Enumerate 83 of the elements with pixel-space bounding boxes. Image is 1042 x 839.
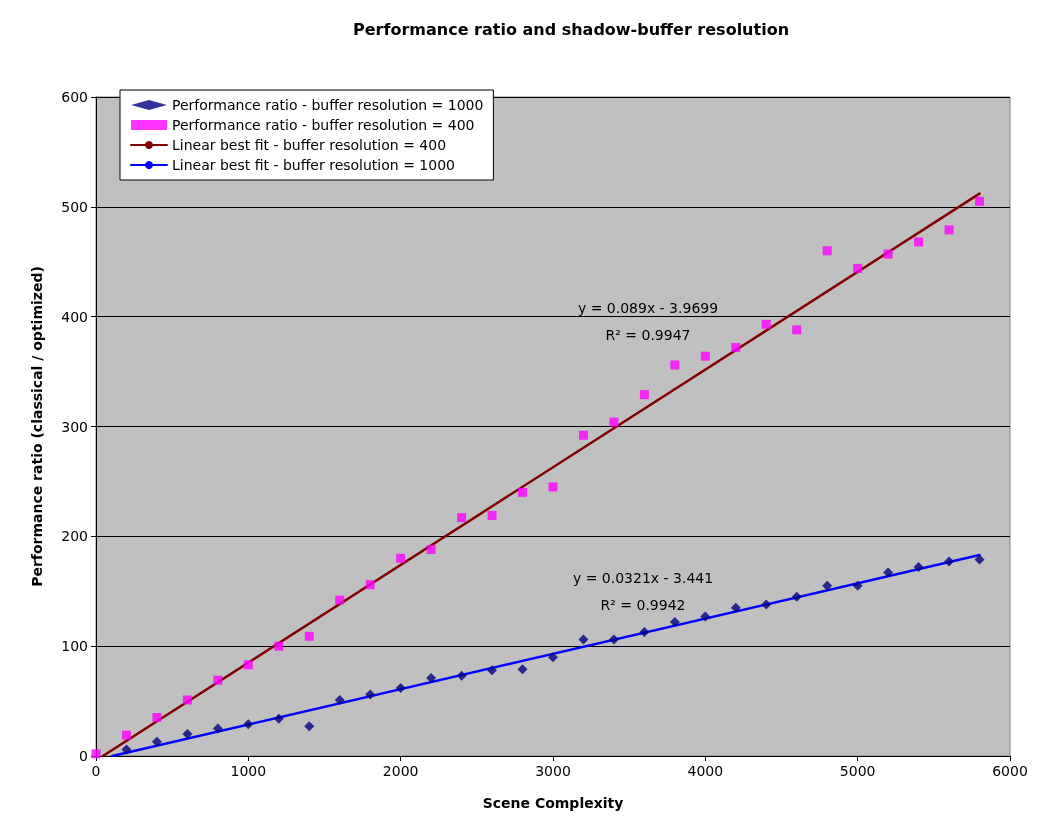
x-tick-label: 0: [91, 763, 101, 779]
y-tick-label: 0: [79, 748, 88, 764]
legend-label: Performance ratio - buffer resolution = 1000: [172, 97, 484, 113]
point: [944, 556, 955, 567]
x-axis-title: Scene Complexity: [482, 795, 624, 811]
point: [548, 482, 558, 492]
point: [182, 729, 193, 740]
point: [914, 237, 924, 247]
point: [883, 249, 893, 259]
y-tick-label: 200: [61, 528, 88, 545]
annotation: R² = 0.9947: [605, 327, 691, 343]
point: [639, 626, 650, 637]
point: [975, 196, 985, 206]
point: [121, 730, 131, 740]
point: [243, 719, 254, 730]
point: [669, 617, 680, 627]
x-tick-label: 4000: [687, 763, 724, 779]
legend-label: Performance ratio - buffer resolution = 400: [172, 117, 475, 133]
point: [212, 723, 223, 734]
point: [426, 545, 436, 555]
point: [944, 225, 954, 235]
y-tick-label: 300: [61, 418, 88, 435]
point: [304, 721, 315, 732]
x-tick-label: 6000: [992, 763, 1028, 779]
point: [822, 580, 833, 591]
point: [151, 736, 162, 747]
y-tick-label: 500: [61, 198, 88, 215]
point: [182, 695, 192, 705]
point: [761, 599, 772, 610]
point: [334, 694, 345, 705]
point: [457, 513, 467, 523]
point: [121, 744, 132, 755]
point: [365, 689, 376, 700]
point: [578, 634, 589, 645]
point: [731, 342, 741, 352]
point: [243, 660, 253, 670]
x-tick-label: 3000: [535, 763, 571, 779]
point: [396, 553, 406, 563]
point: [304, 631, 314, 641]
chart-title: Performance ratio and shadow-buffer resolution: [353, 19, 790, 39]
y-tick-label: 100: [61, 638, 88, 655]
point: [274, 641, 284, 651]
point: [853, 263, 863, 273]
point: [518, 487, 528, 497]
point: [273, 713, 284, 724]
legend-label: Linear best fit - buffer resolution = 1000: [172, 157, 455, 173]
point: [365, 580, 375, 590]
y-axis-title: Performance ratio (classical / optimized): [29, 266, 45, 587]
x-tick-label: 5000: [839, 763, 876, 779]
point: [730, 602, 741, 613]
point: [608, 634, 619, 645]
point: [487, 510, 497, 520]
point: [487, 665, 498, 676]
point: [700, 351, 710, 361]
annotation: y = 0.0321x - 3.441: [572, 570, 714, 586]
point: [791, 591, 802, 602]
y-tick-label: 600: [61, 89, 88, 105]
legend-label: Linear best fit - buffer resolution = 400: [172, 137, 447, 153]
point: [700, 611, 711, 622]
annotation: y = 0.089x - 3.9699: [577, 300, 719, 316]
annotation: R² = 0.9942: [600, 597, 686, 613]
point: [609, 417, 619, 427]
point: [578, 430, 588, 440]
point: [913, 562, 924, 573]
point: [517, 664, 528, 675]
y-tick-label: 400: [61, 308, 88, 325]
point: [974, 554, 985, 565]
point: [335, 595, 345, 605]
point: [852, 580, 863, 591]
x-tick-label: 2000: [382, 763, 419, 779]
point: [822, 246, 832, 256]
point: [152, 713, 162, 723]
point: [456, 670, 467, 681]
x-tick-label: 1000: [230, 763, 267, 779]
point: [883, 567, 894, 578]
point: [395, 682, 406, 693]
point: [639, 390, 649, 400]
point: [548, 652, 558, 663]
point: [761, 319, 771, 329]
point: [670, 360, 680, 370]
point: [426, 673, 437, 684]
point: [213, 675, 223, 685]
point: [792, 325, 802, 335]
